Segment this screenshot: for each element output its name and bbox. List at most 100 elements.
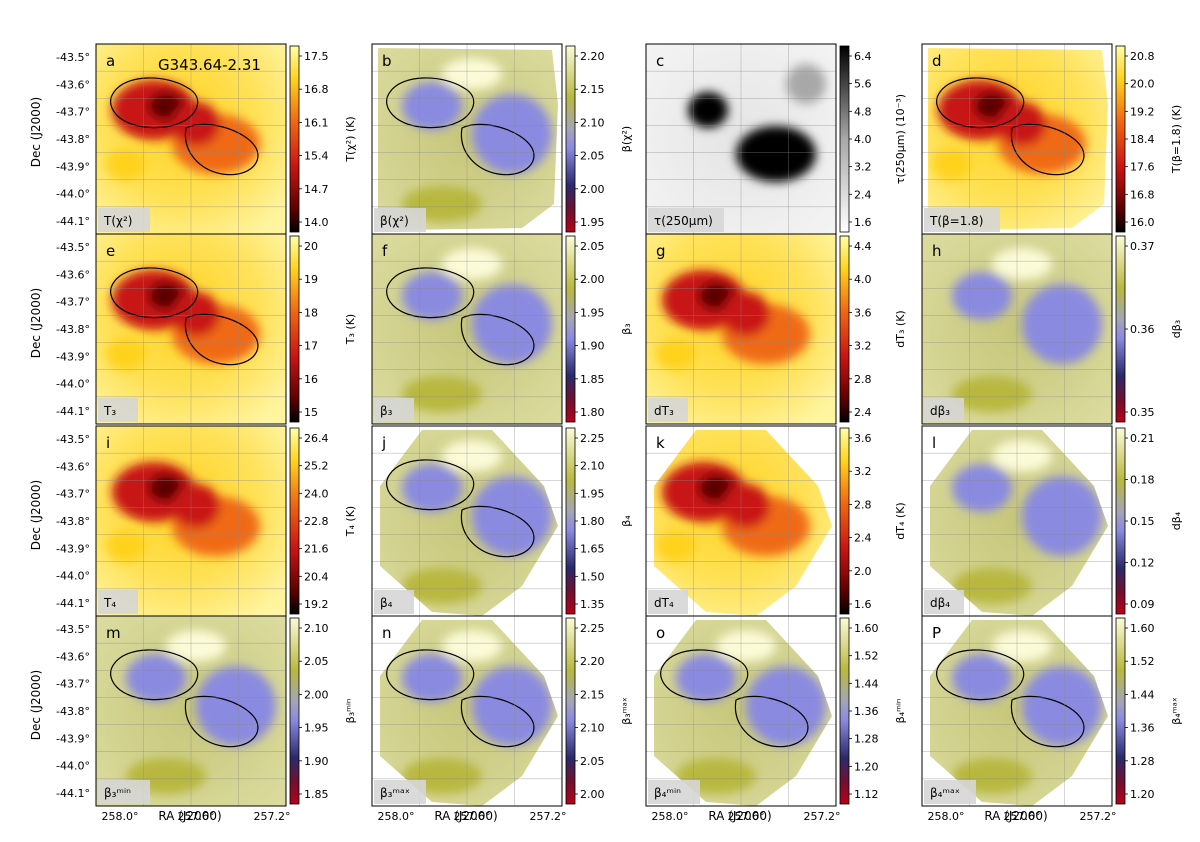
panel-a-ytick-7: -44.1° xyxy=(56,215,90,228)
panel-d-contour-1 xyxy=(936,77,1025,129)
panel-a-letter: a xyxy=(106,52,115,70)
panel-a-colorbar-frame xyxy=(289,45,300,233)
panel-g-cbar-tick-1: 4.4 xyxy=(854,240,872,253)
panel-o-cbar-tick-5: 1.28 xyxy=(854,733,879,746)
panel-n-feature-4 xyxy=(442,630,502,662)
panel-m-cbar-tick-4: 1.95 xyxy=(304,722,329,735)
panel-n-cbar-tick-5: 2.05 xyxy=(580,755,605,768)
panel-d-cbar-tick-4: 18.4 xyxy=(1130,133,1155,146)
panel-m-contours xyxy=(110,649,259,748)
panel-P-xtick-1: 258.0° xyxy=(928,810,965,823)
panel-h-structure xyxy=(952,248,1102,412)
panel-i-cbar-tick-5: 21.6 xyxy=(304,543,329,556)
panel-f-letter: f xyxy=(382,242,388,260)
panel-d-label-box xyxy=(924,208,1000,232)
panel-c: c τ(250μm) 6.4 5.6 4.8 4.0 3.2 2.4 1.6 τ(250μm) (… xyxy=(645,43,907,235)
panel-d-cbar-tick-5: 17.6 xyxy=(1130,161,1155,174)
panel-j-feature-2 xyxy=(472,476,552,556)
panel-g: g dT₃ 4.4 4.0 3.6 3.2 2.8 2.4 dT₃ (K) xyxy=(645,233,907,425)
panel-o-feature-2 xyxy=(746,666,826,746)
panel-l-feature-3 xyxy=(952,568,1032,604)
panel-d-cbar-tick-3: 19.2 xyxy=(1130,105,1155,118)
panel-l-cbar-tick-3: 0.15 xyxy=(1130,515,1155,528)
panel-o-contour-2 xyxy=(734,695,809,748)
panel-o-label: β₄ᵐⁱⁿ xyxy=(654,786,681,800)
panel-a-ytick-5: -43.9° xyxy=(56,160,90,173)
panel-n-contour-2 xyxy=(460,695,535,748)
panel-c-label: τ(250μm) xyxy=(654,214,713,228)
panel-a-ytick-6: -44.0° xyxy=(56,188,90,201)
panel-d-cbar-tick-2: 20.0 xyxy=(1130,78,1155,91)
panel-k-colorbar xyxy=(840,428,849,614)
panel-i-label: T₄ xyxy=(103,596,116,610)
panel-b-structure xyxy=(402,58,552,222)
panel-o: o β₄ᵐⁱⁿ 1.60 1.52 1.44 1.36 1.28 1.20 1.12 β₄ᵐⁱⁿ 2… xyxy=(645,615,907,823)
panel-b-cbar-tick-5: 2.00 xyxy=(580,183,605,196)
panel-n-contour-1 xyxy=(386,649,475,701)
panel-o-feature-4 xyxy=(716,630,776,662)
panel-f-cbar-tick-6: 1.80 xyxy=(580,406,605,419)
panel-b-colorbar xyxy=(566,46,575,232)
panel-b-cbar-tick-1: 2.20 xyxy=(580,50,605,63)
panel-m: m β₃ᵐⁱⁿ 2.10 2.05 2.00 1.95 1.90 1.85 β₃ᵐⁱⁿ -43.5… xyxy=(56,615,357,823)
panel-e-grid xyxy=(96,234,286,424)
x-axis-labels: RA (J2000) RA (J2000) RA (J2000) RA (J20… xyxy=(158,809,1047,823)
panel-P-structure xyxy=(952,630,1102,794)
panel-P-xtick-2: 257.6° xyxy=(1004,810,1041,823)
panel-n-xtick-2: 257.6° xyxy=(454,810,491,823)
panel-g-colorbar xyxy=(840,236,849,422)
panel-k-label: dT₄ xyxy=(654,596,674,610)
panel-P-label-box xyxy=(924,780,976,804)
panel-h-feature-2 xyxy=(1022,284,1102,364)
panel-j-letter: j xyxy=(381,434,386,452)
panel-g-label: dT₃ xyxy=(654,404,674,418)
panel-o-grid xyxy=(646,616,836,806)
panel-c-label-box xyxy=(648,208,724,232)
panel-o-xtick-1: 258.0° xyxy=(652,810,689,823)
panel-g-cbar-tick-3: 3.6 xyxy=(854,306,872,319)
panel-e-ytick-4: -43.8° xyxy=(56,323,90,336)
panel-i-cbar-tick-3: 24.0 xyxy=(304,487,329,500)
panel-e-contour-1 xyxy=(110,267,199,319)
panel-l-structure xyxy=(952,440,1102,604)
panel-m-label: β₃ᵐⁱⁿ xyxy=(104,786,131,800)
panel-f-feature-4 xyxy=(442,248,502,280)
panel-a-contour-1 xyxy=(110,77,199,129)
panel-j-cbar-tick-1: 2.25 xyxy=(580,432,605,445)
panel-o-cbar-tick-4: 1.36 xyxy=(854,705,879,718)
panel-i-cbar-tick-2: 25.2 xyxy=(304,460,329,473)
panel-k-feature-4 xyxy=(722,484,770,528)
panel-d-cbar-tick-6: 16.8 xyxy=(1130,188,1155,201)
panel-f-cbar-tick-5: 1.85 xyxy=(580,373,605,386)
panel-P-feature-2 xyxy=(1022,666,1102,746)
panel-l-cbar-tick-4: 0.12 xyxy=(1130,557,1155,570)
panel-d-feature-5 xyxy=(932,148,972,180)
panel-n-cbar-tick-6: 2.00 xyxy=(580,788,605,801)
panel-b-cbar-tick-3: 2.10 xyxy=(580,116,605,129)
panel-o-feature-1 xyxy=(676,654,736,702)
panel-e-ytick-3: -43.7° xyxy=(56,296,90,309)
panel-c-feature-2 xyxy=(700,100,720,116)
panel-i-cbar-tick-1: 26.4 xyxy=(304,432,329,445)
panel-a-label-box xyxy=(98,208,150,232)
panel-m-ytick-3: -43.7° xyxy=(56,678,90,691)
panel-f-feature-3 xyxy=(402,376,482,412)
panel-f-colorbar-label: β₃ xyxy=(620,323,633,334)
panel-n-label-box xyxy=(374,780,426,804)
panel-a-label: T(χ²) xyxy=(103,214,132,228)
panel-m-cbar-tick-5: 1.90 xyxy=(304,755,329,768)
panel-i-structure xyxy=(106,462,260,562)
panel-d-cbar-tick-1: 20.8 xyxy=(1130,50,1155,63)
panel-b-contours xyxy=(386,77,535,176)
panel-h-colorbar xyxy=(1116,236,1125,422)
panel-n-feature-2 xyxy=(472,666,552,746)
panel-h-feature-3 xyxy=(952,376,1032,412)
panel-n-cbar-tick-1: 2.25 xyxy=(580,622,605,635)
panel-l-feature-4 xyxy=(992,440,1052,472)
panel-a-contour-2 xyxy=(184,123,259,176)
panel-P-feature-1 xyxy=(952,654,1012,702)
panel-j-feature-4 xyxy=(442,440,502,472)
panel-P-cbar-tick-2: 1.52 xyxy=(1130,655,1155,668)
panel-c-cbar-tick-7: 1.6 xyxy=(854,216,872,229)
panel-b-contour-1 xyxy=(386,77,475,129)
